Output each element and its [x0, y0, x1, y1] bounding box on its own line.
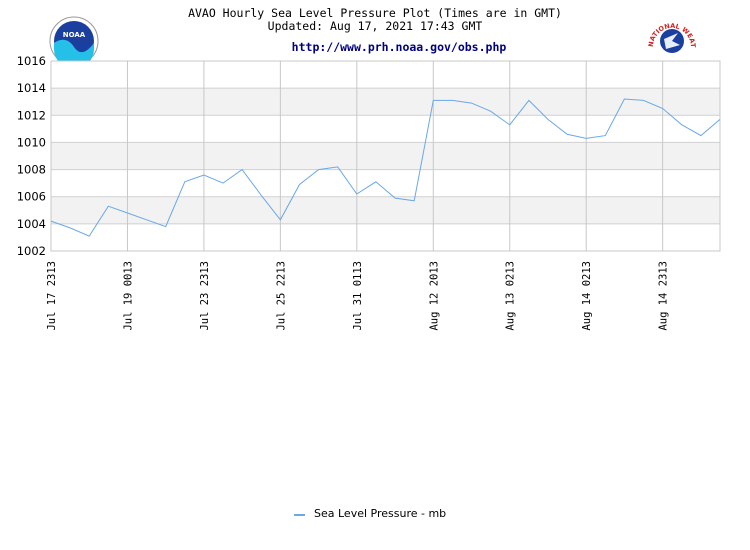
data-point — [336, 165, 339, 168]
data-point — [394, 197, 397, 200]
nws-logo: NATIONAL WEATHER SERVICE — [647, 17, 697, 65]
y-tick-label: 1006 — [17, 190, 46, 204]
data-point — [241, 168, 244, 171]
plot-border — [50, 60, 721, 252]
data-point — [374, 180, 377, 183]
updated-label: Updated: Aug 17, 2021 17:43 GMT — [268, 19, 483, 33]
y-tick-label: 1004 — [17, 217, 46, 231]
source-url-link[interactable]: http://www.prh.noaa.gov/obs.php — [292, 40, 507, 54]
data-point — [202, 174, 205, 177]
data-point — [317, 168, 320, 171]
data-point — [355, 193, 358, 196]
grid-band — [51, 169, 720, 197]
series-line-sea-level-pressure — [50, 98, 721, 237]
data-point — [623, 98, 626, 101]
data-point — [451, 99, 454, 102]
data-point — [183, 180, 186, 183]
grid-band — [51, 88, 720, 116]
data-point — [527, 99, 530, 102]
x-tick-label: Aug 12 2013 — [428, 261, 440, 331]
x-tick-label: Jul 19 0013 — [122, 261, 134, 331]
data-point — [279, 218, 282, 221]
y-tick-label: 1016 — [17, 54, 46, 68]
data-point — [585, 137, 588, 140]
data-point — [719, 118, 722, 121]
data-point — [69, 226, 72, 229]
data-point — [432, 99, 435, 102]
noaa-logo-text: NOAA — [63, 31, 86, 39]
data-point — [298, 183, 301, 186]
x-tick-label: Jul 17 2313 — [46, 261, 58, 331]
data-point — [642, 99, 645, 102]
data-point — [126, 212, 129, 215]
plot-area: 1002 1004 1006 1008 1010 1012 1014 1016 Jul 17 2… — [17, 54, 722, 331]
x-tick-label: Aug 13 0213 — [505, 261, 517, 331]
x-tick-label: Aug 14 2313 — [658, 261, 670, 331]
y-tick-label: 1008 — [17, 163, 46, 177]
data-point — [145, 218, 148, 221]
legend-label: Sea Level Pressure - mb — [314, 507, 446, 520]
grid-band — [51, 142, 720, 170]
grid-band — [51, 115, 720, 143]
data-point — [413, 199, 416, 202]
data-point — [680, 123, 683, 126]
data-point — [107, 205, 110, 208]
x-tick-label: Jul 31 0113 — [352, 261, 364, 331]
data-point — [566, 133, 569, 136]
data-point — [50, 220, 53, 223]
chart-title: AVAO Hourly Sea Level Pressure Plot (Tim… — [188, 6, 562, 20]
data-point — [222, 182, 225, 185]
data-point — [604, 134, 607, 137]
data-point — [88, 235, 91, 238]
data-point — [470, 102, 473, 105]
data-point — [489, 110, 492, 113]
grid-band — [51, 196, 720, 224]
data-point — [508, 123, 511, 126]
grid-band — [51, 61, 720, 89]
x-tick-label: Aug 14 0213 — [581, 261, 593, 331]
data-point — [699, 134, 702, 137]
data-point — [546, 118, 549, 121]
legend: Sea Level Pressure - mb — [294, 507, 446, 520]
y-tick-label: 1010 — [17, 135, 46, 149]
data-point — [260, 194, 263, 197]
x-tick-label: Jul 23 2313 — [199, 261, 211, 331]
y-tick-label: 1012 — [17, 108, 46, 122]
x-tick-label: Jul 25 2213 — [275, 261, 287, 331]
y-tick-label: 1014 — [17, 81, 46, 95]
data-point — [164, 225, 167, 228]
y-tick-label: 1002 — [17, 244, 46, 258]
data-point — [661, 107, 664, 110]
grid-band — [51, 223, 720, 251]
